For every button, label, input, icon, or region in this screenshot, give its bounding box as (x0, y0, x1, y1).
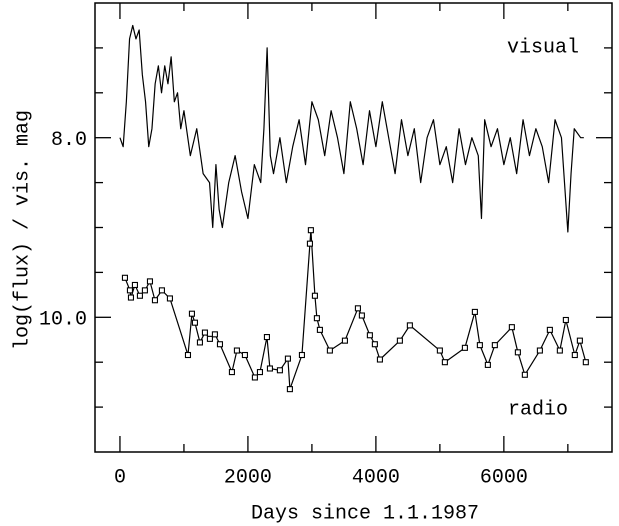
data-point (141, 287, 148, 294)
data-point (406, 322, 413, 329)
data-point (216, 341, 224, 348)
data-point (188, 310, 195, 317)
data-point (196, 339, 203, 346)
data-point (263, 334, 270, 341)
data-point (201, 329, 208, 336)
data-point (206, 335, 213, 342)
data-point (306, 240, 313, 247)
data-point (191, 319, 198, 326)
data-point (228, 369, 235, 376)
y-axis-label: log(flux) / vis. mag (11, 110, 34, 350)
data-point (158, 287, 165, 294)
data-point (127, 294, 135, 301)
data-point (536, 347, 543, 354)
data-point (131, 281, 138, 289)
data-point (121, 274, 128, 281)
data-point (508, 324, 515, 331)
y-tick-label: 8.0 (51, 129, 87, 152)
data-point (358, 312, 365, 319)
data-point (146, 278, 154, 285)
data-point (461, 344, 468, 351)
data-point (266, 365, 273, 372)
data-point (556, 347, 563, 354)
data-point (166, 295, 173, 302)
data-point (471, 308, 478, 315)
data-point (211, 331, 218, 338)
data-point (126, 287, 133, 294)
data-point (136, 292, 143, 299)
data-point (241, 351, 248, 359)
data-point (476, 342, 483, 349)
data-point (286, 386, 293, 393)
data-point (546, 326, 553, 333)
data-point (514, 349, 521, 356)
x-tick-label: 2000 (224, 466, 272, 489)
data-point (396, 337, 403, 344)
data-point (571, 351, 578, 359)
data-point (326, 347, 333, 354)
x-tick-label: 0 (114, 466, 126, 489)
data-point (491, 342, 498, 349)
data-point (311, 292, 318, 299)
data-point (366, 332, 373, 339)
data-point (376, 356, 383, 363)
y-tick-label: 10.0 (39, 309, 87, 332)
data-point (521, 371, 528, 378)
x-axis-label: Days since 1.1.1987 (251, 502, 479, 525)
data-point (151, 297, 159, 304)
data-point (354, 305, 361, 312)
data-point (562, 316, 569, 324)
data-point (436, 347, 443, 354)
data-point (276, 367, 283, 374)
data-point (484, 361, 491, 368)
data-point (184, 351, 192, 359)
data-point (341, 337, 348, 344)
data-point (371, 341, 378, 348)
x-tick-label: 6000 (480, 466, 528, 489)
data-point (441, 359, 448, 366)
data-point (313, 315, 320, 322)
annotation: visual (507, 36, 579, 59)
data-point (307, 227, 314, 234)
data-point (233, 347, 240, 354)
x-tick-label: 4000 (352, 466, 400, 489)
data-point (582, 359, 589, 366)
series-line (119, 24, 584, 233)
annotation: radio (508, 398, 568, 421)
data-point (256, 369, 264, 376)
data-point (298, 351, 305, 359)
data-point (316, 326, 323, 333)
data-point (284, 355, 291, 362)
data-point (251, 374, 258, 381)
data-point (576, 337, 583, 344)
